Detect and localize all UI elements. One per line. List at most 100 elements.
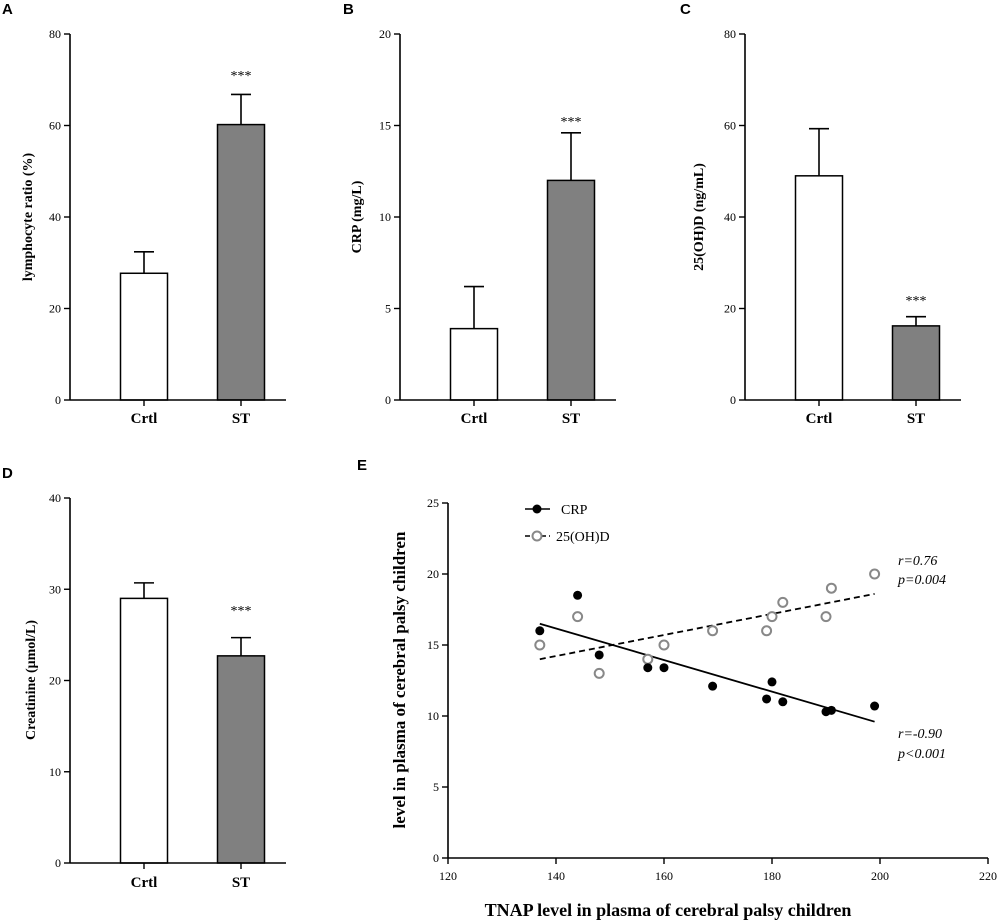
crp-data-point xyxy=(870,701,880,711)
panel-d-significance-annotation: *** xyxy=(231,604,252,619)
panel-b-y-tick-label: 5 xyxy=(385,302,391,316)
panel-c-y-tick-label: 20 xyxy=(724,302,736,316)
panel-e-y-tick-label: 25 xyxy=(427,496,439,510)
panel-a-significance-annotation: *** xyxy=(231,69,252,84)
stat-crp-p: p<0.001 xyxy=(897,747,946,762)
panel-d-bar-st xyxy=(216,655,266,864)
25ohd-data-point xyxy=(707,625,719,637)
panel-e: E level in plasma of cerebral palsy chil… xyxy=(357,457,997,920)
stat-25ohd-r: r=0.76 xyxy=(898,554,937,569)
25ohd-data-point xyxy=(593,667,605,679)
25ohd-regression-line xyxy=(539,592,875,661)
25ohd-data-point xyxy=(572,611,584,623)
panel-c-y-tick-label: 60 xyxy=(724,119,736,133)
panel-e-y-tick-label: 20 xyxy=(427,567,439,581)
panel-a-y-tick-label: 60 xyxy=(49,119,61,133)
panel-b-y-tick-label: 10 xyxy=(379,210,391,224)
panel-a-y-tick-label: 0 xyxy=(55,393,61,407)
panel-b-y-axis-label: CRP (mg/L) xyxy=(350,180,365,253)
legend: CRP 25(OH)D xyxy=(525,503,610,545)
panel-c: C 25(OH)D (ng/mL) *** Crtl ST 0 20 40 60 80 xyxy=(680,1,961,427)
crp-data-point xyxy=(708,681,718,691)
crp-data-point xyxy=(594,650,604,660)
25ohd-data-point xyxy=(825,582,837,594)
25ohd-data-point xyxy=(658,639,670,651)
legend-crp-marker xyxy=(532,504,542,514)
panel-b-y-tick-label: 15 xyxy=(379,119,391,133)
panel-c-bar-st xyxy=(891,325,941,401)
crp-data-point xyxy=(659,663,669,673)
legend-25ohd-label: 25(OH)D xyxy=(556,530,610,545)
crp-data-point xyxy=(826,705,836,715)
panel-a-y-tick-label: 80 xyxy=(49,27,61,41)
panel-c-y-tick-label: 40 xyxy=(724,210,736,224)
panel-label-e: E xyxy=(357,457,367,474)
panel-c-y-axis-label: 25(OH)D (ng/mL) xyxy=(692,163,707,271)
panel-c-category-label-ctrl: Crtl xyxy=(806,411,833,427)
25ohd-data-point xyxy=(761,625,773,637)
panel-a-category-label-ctrl: Crtl xyxy=(131,411,158,427)
panel-c-bar-ctrl xyxy=(794,175,844,401)
panel-d-category-label-ctrl: Crtl xyxy=(131,875,158,891)
panel-label-b: B xyxy=(343,1,354,18)
crp-data-point xyxy=(778,697,788,707)
panel-b: B CRP (mg/L) *** Crtl ST 0 5 10 15 20 xyxy=(343,1,616,427)
panel-e-y-tick-label: 15 xyxy=(427,638,439,652)
panel-a-bar-st xyxy=(216,123,266,401)
panel-label-a: A xyxy=(2,1,13,18)
panel-a-y-tick-label: 20 xyxy=(49,302,61,316)
25ohd-data-point xyxy=(869,568,881,580)
panel-a-category-label-st: ST xyxy=(232,411,250,427)
crp-data-point xyxy=(535,626,545,636)
panel-e-x-tick-label: 200 xyxy=(871,869,889,883)
crp-data-point xyxy=(643,663,653,673)
panel-e-y-tick-label: 10 xyxy=(427,709,439,723)
stat-25ohd-p: p=0.004 xyxy=(897,573,946,588)
panel-d-y-tick-label: 30 xyxy=(49,582,61,596)
crp-data-point xyxy=(573,590,583,600)
25ohd-data-point xyxy=(766,611,778,623)
panel-d-y-tick-label: 40 xyxy=(49,491,61,505)
panel-label-d: D xyxy=(2,465,13,482)
25ohd-data-point xyxy=(534,639,546,651)
panel-b-significance-annotation: *** xyxy=(561,115,582,130)
25ohd-data-point xyxy=(642,653,654,665)
panel-e-x-tick-label: 140 xyxy=(547,869,565,883)
25ohd-data-point xyxy=(777,596,789,608)
panel-e-x-tick-label: 120 xyxy=(439,869,457,883)
crp-data-point xyxy=(762,694,772,704)
panel-b-y-tick-label: 20 xyxy=(379,27,391,41)
panel-c-y-tick-label: 0 xyxy=(730,393,736,407)
panel-e-y-tick-label: 5 xyxy=(433,780,439,794)
panel-e-y-tick-label: 0 xyxy=(433,851,439,865)
panel-e-x-tick-label: 160 xyxy=(655,869,673,883)
panel-b-bar-ctrl xyxy=(449,327,499,401)
legend-25ohd-marker xyxy=(531,530,543,542)
crp-regression-line xyxy=(539,622,875,723)
panel-e-x-axis-label: TNAP level in plasma of cerebral palsy c… xyxy=(485,900,852,920)
panel-a-bar-ctrl xyxy=(119,272,169,401)
panel-d-y-tick-label: 20 xyxy=(49,674,61,688)
panel-e-x-tick-label: 180 xyxy=(763,869,781,883)
panel-d-y-tick-label: 0 xyxy=(55,856,61,870)
panel-d-y-axis-label: Creatinine (μmol/L) xyxy=(24,620,39,740)
panel-d-y-tick-label: 10 xyxy=(49,765,61,779)
panel-c-y-tick-label: 80 xyxy=(724,27,736,41)
25ohd-data-point xyxy=(820,611,832,623)
panel-c-category-label-st: ST xyxy=(907,411,925,427)
panel-d-bar-ctrl xyxy=(119,597,169,864)
panel-c-significance-annotation: *** xyxy=(906,294,927,309)
panel-e-y-axis-label: level in plasma of cerebral palsy childr… xyxy=(390,531,409,828)
panel-e-x-tick-label: 220 xyxy=(979,869,997,883)
panel-a-y-axis-label: lymphocyte ratio (%) xyxy=(21,153,36,282)
panel-b-y-tick-label: 0 xyxy=(385,393,391,407)
panel-d: D Creatinine (μmol/L) *** Crtl ST 0 10 20 3… xyxy=(2,465,286,891)
panel-d-category-label-st: ST xyxy=(232,875,250,891)
panel-a-y-tick-label: 40 xyxy=(49,210,61,224)
crp-data-point xyxy=(767,677,777,687)
panel-b-category-label-ctrl: Crtl xyxy=(461,411,488,427)
panel-a: A lymphocyte ratio (%) *** Crtl ST 0 20 40… xyxy=(2,1,286,427)
stat-crp-r: r=-0.90 xyxy=(898,727,942,742)
panel-label-c: C xyxy=(680,1,691,18)
